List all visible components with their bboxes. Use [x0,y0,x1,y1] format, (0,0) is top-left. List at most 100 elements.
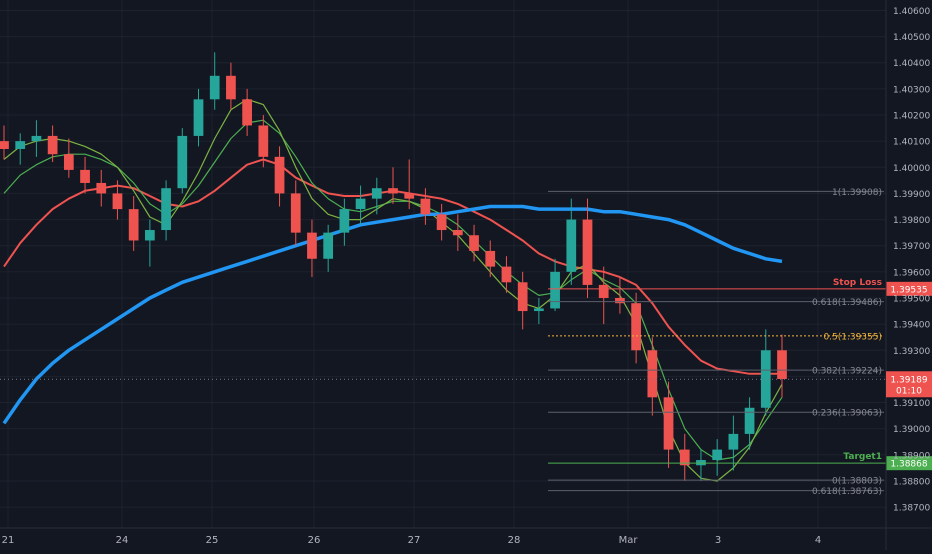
candle[interactable] [598,266,609,325]
candle[interactable] [696,449,706,481]
candle-body[interactable] [420,198,431,215]
time-axis[interactable]: 21 24 25 26 27 28 Mar 3 4 [2,535,822,546]
candle-body[interactable] [323,232,334,259]
candle[interactable] [485,240,496,278]
candle[interactable] [274,146,285,207]
candle-body[interactable] [404,193,415,199]
candle[interactable] [112,180,123,220]
candle-body[interactable] [96,182,107,194]
candle-body[interactable] [15,141,26,149]
candle-body[interactable] [631,303,641,351]
candle-body[interactable] [80,169,90,183]
candle[interactable] [258,115,269,168]
candle-body[interactable] [226,75,236,100]
candle[interactable] [209,52,220,110]
candle[interactable] [663,381,674,468]
candle-body[interactable] [582,219,593,285]
candle[interactable] [145,219,155,267]
candle-body[interactable] [209,75,220,100]
candle[interactable] [420,188,431,225]
candle[interactable] [96,169,107,207]
candle[interactable] [744,397,755,450]
candle-body[interactable] [663,397,674,450]
candle[interactable] [534,297,544,325]
candle-body[interactable] [712,449,723,461]
candle[interactable] [128,196,139,251]
candle-body[interactable] [469,235,479,251]
level-target1[interactable]: Target1 1.38868 [548,452,932,471]
candle-body[interactable] [728,433,739,450]
candles[interactable] [0,52,787,481]
candle-body[interactable] [679,449,690,466]
candle[interactable] [339,198,350,246]
candle-body[interactable] [485,250,496,267]
trade-levels[interactable]: Stop Loss 1.39535 Target1 1.38868 [548,278,932,471]
candle[interactable] [517,271,528,330]
candle[interactable] [323,224,334,272]
candle-body[interactable] [112,193,123,210]
level-stop-loss[interactable]: Stop Loss 1.39535 [548,278,932,296]
candle-body[interactable] [388,188,398,194]
candle-body[interactable] [63,154,74,170]
candle-body[interactable] [258,125,269,157]
candle-body[interactable] [501,266,512,283]
candle[interactable] [80,156,90,194]
candle[interactable] [566,198,577,285]
candle[interactable] [469,224,479,262]
candle[interactable] [355,185,366,225]
candle-body[interactable] [598,284,609,298]
candle-body[interactable] [534,308,544,312]
candle-body[interactable] [128,209,139,241]
candle-body[interactable] [371,188,382,199]
candle-body[interactable] [647,350,658,398]
candle-body[interactable] [0,141,9,149]
candle[interactable] [452,214,463,251]
candle[interactable] [177,128,188,194]
candle-body[interactable] [177,135,188,189]
candle-body[interactable] [696,460,706,466]
candle[interactable] [290,180,301,246]
candle-body[interactable] [566,219,577,272]
candle[interactable] [777,334,787,398]
candle[interactable] [728,415,739,471]
candle-body[interactable] [760,350,771,408]
candle[interactable] [679,433,690,481]
candle-body[interactable] [777,350,787,380]
candle-body[interactable] [744,407,755,434]
candle-body[interactable] [517,282,528,312]
candle[interactable] [63,138,74,178]
candle[interactable] [550,258,560,312]
fib-level[interactable]: 0(1.38803) [548,477,884,487]
candle[interactable] [226,62,236,110]
candle-body[interactable] [31,135,42,142]
candle[interactable] [242,88,252,136]
candle-body[interactable] [615,297,625,304]
candle[interactable] [47,125,58,163]
fib-level[interactable]: 1(1.39908) [548,188,884,198]
candle-body[interactable] [47,135,58,155]
candle-body[interactable] [550,271,560,309]
candle[interactable] [631,292,641,364]
candle[interactable] [615,277,625,314]
candle[interactable] [161,180,171,241]
candle[interactable] [647,337,658,416]
candle[interactable] [436,203,447,241]
candle-body[interactable] [307,232,317,259]
candle[interactable] [501,256,512,293]
fib-level[interactable]: 0.5(1.39355) [548,332,884,342]
candle-body[interactable] [274,156,285,194]
candle[interactable] [760,329,771,416]
candle[interactable] [193,88,204,147]
candle-body[interactable] [355,198,366,210]
fib-level[interactable]: 0.236(1.39063) [548,409,884,419]
fib-level[interactable]: 0.382(1.39224) [548,367,884,377]
candle[interactable] [31,120,42,157]
candle[interactable] [371,177,382,215]
fib-level[interactable]: 0.618(1.39486) [548,298,884,308]
candle-body[interactable] [339,209,350,233]
candle[interactable] [388,167,398,204]
fibonacci-retracement[interactable]: 1(1.39908) 0.618(1.39486) 0.5(1.39355) 0.38… [548,188,884,497]
candle-body[interactable] [290,193,301,233]
